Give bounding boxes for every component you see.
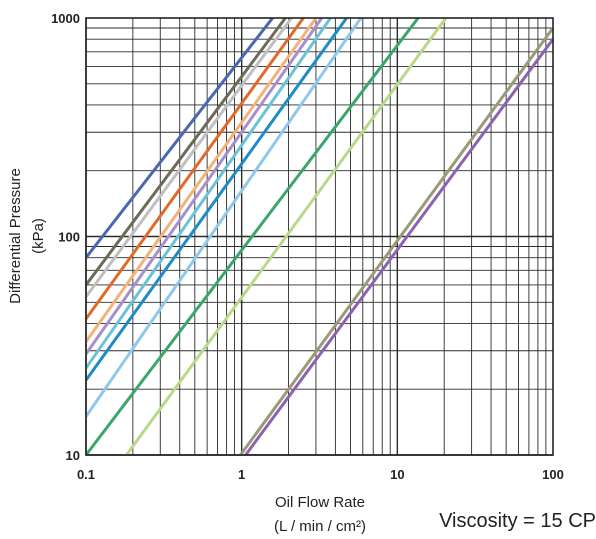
x-tick-label: 10 [390,467,404,482]
series-line-12 [239,27,555,456]
series-line-13 [244,38,555,456]
series-line-11 [125,17,448,456]
x-tick-label: 100 [542,467,564,482]
series-line-3 [84,17,293,298]
grid [85,18,553,456]
x-axis-units: (L / min / cm²) [274,518,366,535]
series-line-5 [84,17,318,343]
series-line-6 [84,17,323,355]
y-axis-label: Differential Pressure [7,168,24,304]
x-axis-label: Oil Flow Rate [275,494,365,511]
series-line-7 [84,17,332,369]
series-group [84,17,555,456]
y-tick-label: 1000 [51,11,80,26]
viscosity-annotation: Viscosity = 15 CP [439,510,596,532]
plot-border [85,17,554,456]
series-line-2 [84,17,287,286]
x-tick-label: 1 [238,467,245,482]
y-tick-label: 10 [66,448,80,463]
series-line-9 [84,17,363,418]
x-tick-label: 0.1 [77,467,95,482]
series-line-8 [84,17,348,382]
series-line-10 [84,17,420,456]
tick-labels: 0.1 1 10 100 10 100 1000 [51,11,564,482]
series-line-1 [84,17,274,259]
series-line-4 [84,17,305,320]
plot-frame [85,17,554,456]
y-axis-units: (kPa) [30,218,47,254]
y-tick-label: 100 [58,230,80,245]
